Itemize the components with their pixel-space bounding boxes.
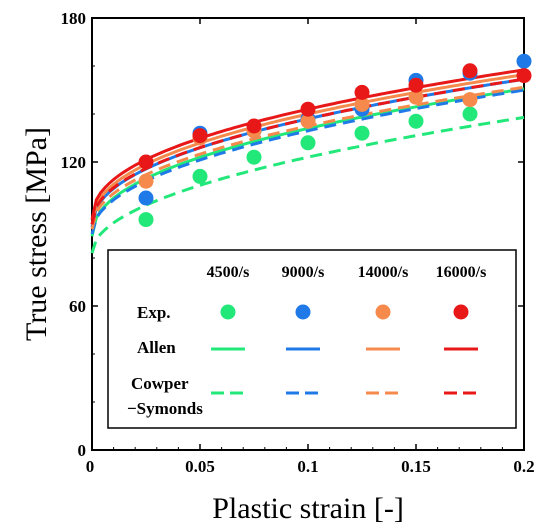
x-tick-label: 0 bbox=[86, 457, 95, 476]
x-tick-label: 0.05 bbox=[185, 457, 215, 476]
exp-point bbox=[246, 118, 262, 134]
exp-point bbox=[516, 68, 532, 84]
legend-exp-marker bbox=[220, 304, 236, 320]
exp-point bbox=[354, 125, 370, 141]
exp-point bbox=[354, 84, 370, 100]
exp-point bbox=[246, 149, 262, 165]
cowper-symonds-curve bbox=[90, 88, 525, 235]
y-tick-label: 180 bbox=[61, 9, 87, 28]
exp-point bbox=[408, 113, 424, 129]
legend-box bbox=[107, 249, 517, 429]
legend-rate-label: 14000/s bbox=[358, 264, 409, 281]
x-tick-label: 0.15 bbox=[401, 457, 431, 476]
legend-rate-label: 16000/s bbox=[436, 264, 487, 281]
exp-point bbox=[138, 212, 154, 228]
exp-point bbox=[462, 106, 478, 122]
legend-row-label: Allen bbox=[137, 338, 176, 357]
model-curves bbox=[90, 68, 525, 254]
exp-point bbox=[300, 113, 316, 129]
exp-point bbox=[300, 135, 316, 151]
legend-rate-label: 9000/s bbox=[282, 264, 325, 281]
exp-point bbox=[138, 154, 154, 170]
y-tick-label: 0 bbox=[78, 441, 87, 460]
exp-point bbox=[300, 101, 316, 117]
experimental-points bbox=[138, 53, 532, 228]
exp-point bbox=[192, 128, 208, 144]
exp-point bbox=[408, 89, 424, 105]
y-axis-title: True stress [MPa] bbox=[20, 127, 53, 341]
x-axis-title: Plastic strain [-] bbox=[212, 492, 404, 525]
exp-point bbox=[138, 173, 154, 189]
legend: 4500/s 9000/s 14000/s 16000/s Exp. Allen Cowpe… bbox=[107, 249, 517, 429]
exp-point bbox=[462, 92, 478, 108]
exp-point bbox=[462, 63, 478, 79]
x-tick-label: 0.1 bbox=[297, 457, 318, 476]
axis-ticks: 0 0.05 0.1 0.15 0.2 0 60 120 180 bbox=[61, 9, 535, 476]
legend-row-label: Exp. bbox=[137, 303, 171, 322]
legend-row-label: Cowper bbox=[131, 374, 189, 393]
legend-exp-marker bbox=[453, 304, 469, 320]
legend-exp-marker bbox=[295, 304, 311, 320]
legend-row-label: −Symonds bbox=[127, 399, 203, 418]
y-tick-label: 120 bbox=[61, 153, 87, 172]
cowper-symonds-curve bbox=[90, 115, 525, 254]
exp-point bbox=[138, 190, 154, 206]
exp-point bbox=[354, 96, 370, 112]
exp-point bbox=[408, 77, 424, 93]
legend-rate-label: 4500/s bbox=[207, 264, 250, 281]
legend-exp-marker bbox=[375, 304, 391, 320]
exp-point bbox=[516, 53, 532, 69]
exp-point bbox=[192, 168, 208, 184]
y-tick-label: 60 bbox=[69, 297, 86, 316]
x-tick-label: 0.2 bbox=[513, 457, 534, 476]
